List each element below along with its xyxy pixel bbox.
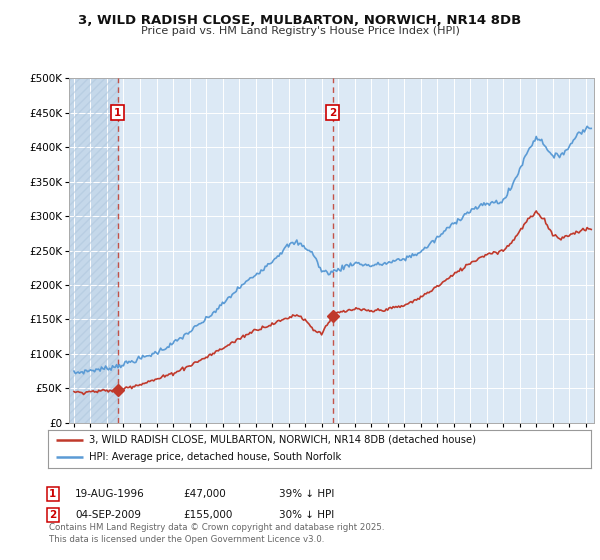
- Text: 3, WILD RADISH CLOSE, MULBARTON, NORWICH, NR14 8DB (detached house): 3, WILD RADISH CLOSE, MULBARTON, NORWICH…: [89, 435, 476, 445]
- Text: 04-SEP-2009: 04-SEP-2009: [75, 510, 141, 520]
- Text: 19-AUG-1996: 19-AUG-1996: [75, 489, 145, 499]
- Text: £47,000: £47,000: [183, 489, 226, 499]
- Text: 1: 1: [114, 108, 121, 118]
- Bar: [69, 78, 118, 423]
- Text: 1: 1: [49, 489, 56, 499]
- Text: Price paid vs. HM Land Registry's House Price Index (HPI): Price paid vs. HM Land Registry's House …: [140, 26, 460, 36]
- Text: 30% ↓ HPI: 30% ↓ HPI: [279, 510, 334, 520]
- Text: Contains HM Land Registry data © Crown copyright and database right 2025.
This d: Contains HM Land Registry data © Crown c…: [49, 523, 385, 544]
- Text: 39% ↓ HPI: 39% ↓ HPI: [279, 489, 334, 499]
- Text: 2: 2: [329, 108, 336, 118]
- Bar: [69, 78, 118, 423]
- Text: 3, WILD RADISH CLOSE, MULBARTON, NORWICH, NR14 8DB: 3, WILD RADISH CLOSE, MULBARTON, NORWICH…: [79, 14, 521, 27]
- Text: HPI: Average price, detached house, South Norfolk: HPI: Average price, detached house, Sout…: [89, 452, 341, 463]
- Text: 2: 2: [49, 510, 56, 520]
- Text: £155,000: £155,000: [183, 510, 232, 520]
